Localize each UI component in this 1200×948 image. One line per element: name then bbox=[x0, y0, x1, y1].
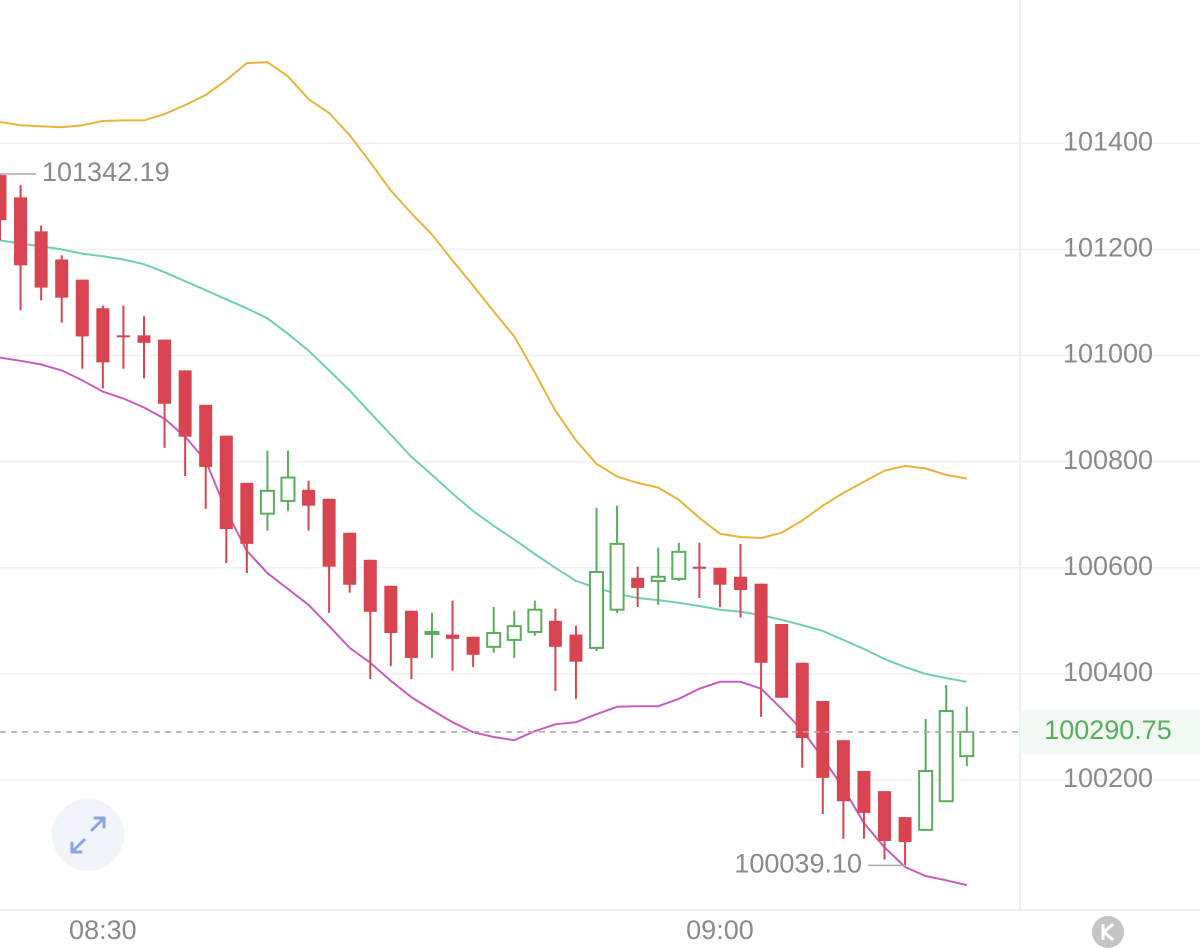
kline-icon[interactable] bbox=[1101, 922, 1114, 942]
candle-body bbox=[836, 740, 850, 802]
candle-body bbox=[959, 730, 975, 758]
y-tick-label: 100600 bbox=[1063, 551, 1153, 581]
candle-body bbox=[754, 583, 768, 663]
candle-body bbox=[671, 550, 687, 580]
candle-body bbox=[775, 624, 789, 698]
candle-body bbox=[609, 542, 625, 611]
candle-body bbox=[219, 435, 233, 530]
candle-body bbox=[506, 625, 522, 641]
candle-body bbox=[96, 308, 110, 363]
candle-body bbox=[466, 636, 480, 655]
candle-body bbox=[569, 634, 583, 662]
x-tick-label: 09:00 bbox=[686, 915, 754, 945]
expand-button[interactable] bbox=[52, 799, 124, 871]
candle-body bbox=[14, 197, 28, 266]
candle-body bbox=[404, 610, 418, 658]
band-line bbox=[0, 239, 967, 683]
candle-body bbox=[795, 662, 809, 739]
y-tick-label: 100800 bbox=[1063, 445, 1153, 475]
expand-icon[interactable] bbox=[70, 816, 106, 854]
candle-body bbox=[259, 489, 275, 515]
candle-body bbox=[75, 279, 89, 337]
candle-body bbox=[34, 231, 48, 288]
candle-body bbox=[55, 259, 69, 298]
candle-body bbox=[486, 632, 502, 648]
kline-button-bg[interactable] bbox=[1092, 916, 1124, 948]
candle-body bbox=[692, 566, 706, 569]
candle-body bbox=[302, 489, 316, 506]
band-line bbox=[0, 61, 967, 540]
y-tick-label: 100400 bbox=[1063, 657, 1153, 687]
candle-body bbox=[384, 585, 398, 634]
candle-body bbox=[424, 630, 440, 635]
candle-body bbox=[116, 335, 130, 338]
candle-body bbox=[363, 559, 377, 612]
high-label: 101342.19 bbox=[42, 157, 170, 187]
candle-body bbox=[589, 571, 605, 649]
candle-body bbox=[527, 608, 543, 633]
candle-body bbox=[280, 476, 296, 502]
y-tick-label: 101200 bbox=[1063, 233, 1153, 263]
last-price-badge bbox=[1020, 709, 1200, 754]
low-label: 100039.10 bbox=[734, 849, 862, 879]
candle-body bbox=[343, 532, 357, 585]
candle-body bbox=[0, 175, 7, 221]
candle-body bbox=[446, 634, 460, 639]
band-line bbox=[0, 356, 968, 887]
candle-body bbox=[713, 567, 727, 585]
candle-body bbox=[631, 577, 645, 588]
candle-body bbox=[918, 769, 934, 831]
y-tick-label: 101400 bbox=[1063, 126, 1153, 156]
y-tick-label: 100200 bbox=[1063, 763, 1153, 793]
candle-body bbox=[322, 498, 336, 567]
candle-body bbox=[178, 370, 192, 437]
candle-body bbox=[199, 404, 213, 467]
candle-body bbox=[240, 482, 254, 544]
last-price-label: 100290.75 bbox=[1044, 715, 1172, 745]
candle-body bbox=[816, 700, 830, 778]
candle-body bbox=[878, 791, 892, 842]
candle-body bbox=[650, 575, 666, 583]
candle-body bbox=[898, 817, 912, 843]
expand-button-bg[interactable] bbox=[52, 799, 124, 871]
candle-body bbox=[548, 620, 562, 647]
kline-button[interactable] bbox=[1092, 916, 1124, 948]
y-tick-label: 101000 bbox=[1063, 339, 1153, 369]
candle-body bbox=[857, 770, 871, 813]
candle-body bbox=[938, 710, 954, 803]
candle-body bbox=[137, 335, 151, 343]
candle-body bbox=[158, 339, 172, 404]
x-tick-label: 08:30 bbox=[69, 915, 137, 945]
candle-body bbox=[734, 576, 748, 591]
